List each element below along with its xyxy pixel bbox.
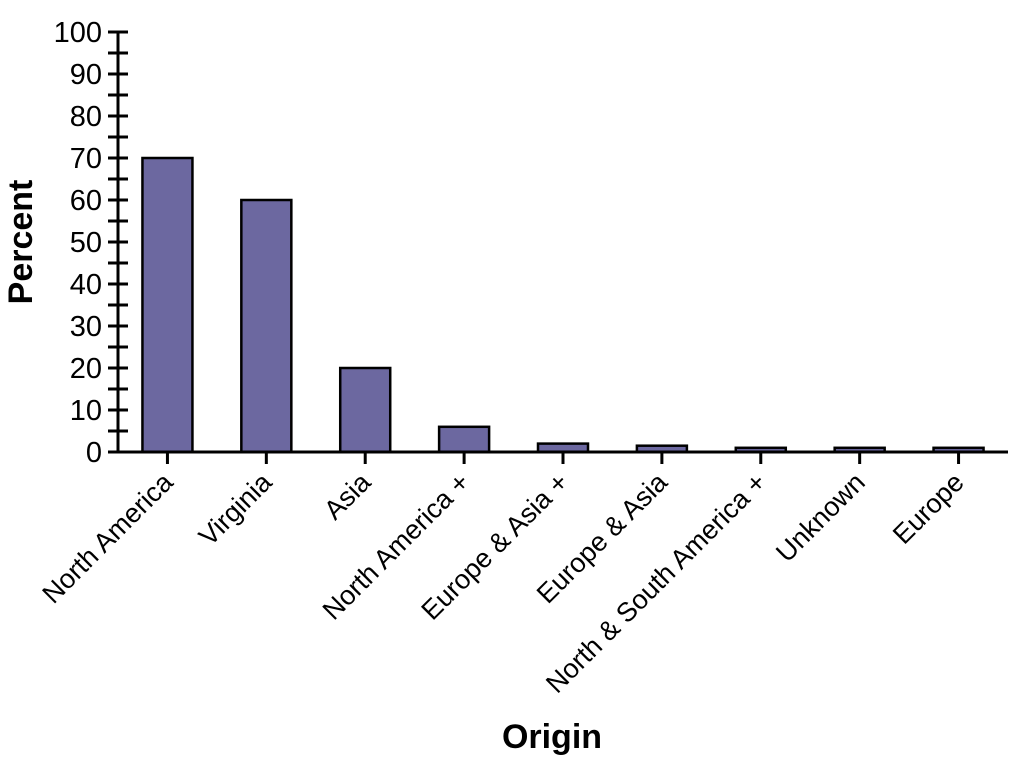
y-tick-label-90: 90 — [70, 59, 102, 91]
bar-asia — [338, 366, 392, 454]
y-tick-label-30: 30 — [70, 311, 102, 343]
y-tick-label-70: 70 — [70, 143, 102, 175]
y-tick-label-60: 60 — [70, 185, 102, 217]
y-tick-label-0: 0 — [86, 437, 102, 469]
y-tick-label-40: 40 — [70, 269, 102, 301]
y-tick-label-10: 10 — [70, 395, 102, 427]
bar-north-america — [141, 156, 194, 454]
x-category-label-asia: Asia — [318, 466, 377, 525]
y-tick-label-100: 100 — [54, 17, 102, 49]
x-category-label-north-america: North America — [37, 466, 180, 609]
y-tick-label-20: 20 — [70, 353, 102, 385]
y-tick-label-50: 50 — [70, 227, 102, 259]
x-category-label-europe: Europe — [887, 467, 970, 550]
bar-virginia — [240, 198, 293, 454]
bar-north-america — [437, 425, 491, 454]
x-category-label-virginia: Virginia — [193, 466, 278, 551]
x-axis-title: Origin — [502, 718, 602, 756]
x-category-label-unknown: Unknown — [770, 467, 871, 568]
bars-layer — [141, 156, 985, 454]
y-tick-label-80: 80 — [70, 101, 102, 133]
y-axis-title: Percent — [2, 180, 40, 305]
axes-layer — [108, 30, 1008, 464]
